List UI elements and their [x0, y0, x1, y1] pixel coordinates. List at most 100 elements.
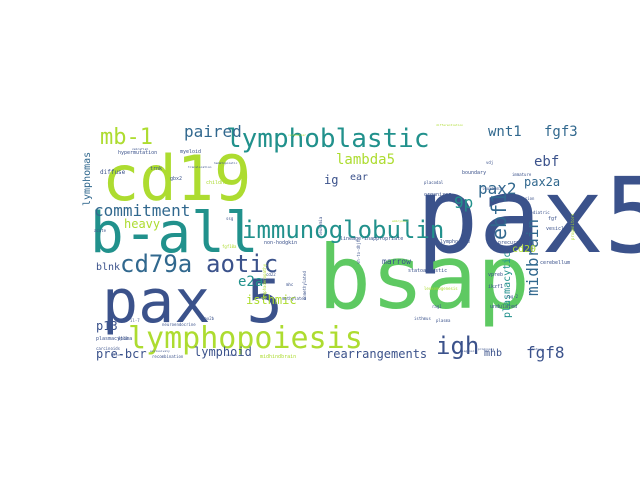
cloud-word: leukemogenesis — [424, 286, 458, 291]
cloud-word: commitment — [94, 201, 190, 220]
cloud-word: ear — [350, 172, 368, 183]
cloud-word: hypermutation — [118, 150, 157, 156]
cloud-word: ebf1 — [487, 192, 511, 240]
cloud-word: isthmic — [246, 293, 297, 307]
cloud-word: 6p13 — [118, 336, 128, 341]
cloud-word: lymphomas — [82, 152, 93, 206]
cloud-word: mb-1 — [100, 125, 153, 150]
cloud-word: bsap — [318, 226, 530, 329]
cloud-word: non-hodgkin — [264, 240, 297, 246]
cloud-word: undulated — [490, 304, 517, 310]
cloud-word: pax2b — [202, 316, 215, 321]
cloud-word: boundary — [462, 170, 486, 176]
cloud-word: lineage-inappropriate — [340, 236, 403, 242]
cloud-word: pre-bcr — [96, 347, 147, 361]
cloud-word: childhood — [206, 180, 233, 186]
cloud-word: mhb — [484, 348, 502, 359]
cloud-word: lymphoblastic — [226, 124, 430, 154]
cloud-word: cerebellar — [288, 133, 306, 137]
cloud-word: immature — [512, 172, 532, 177]
cloud-word: embryonic — [392, 219, 408, 223]
cloud-word: isthmus — [414, 316, 431, 321]
cloud-word: midhindbrain — [260, 354, 296, 360]
cloud-word: fgf10a — [222, 244, 237, 249]
cloud-word: progenitors — [570, 213, 575, 240]
cloud-word: diffuse — [100, 169, 126, 176]
cloud-word: heavy — [124, 217, 160, 231]
cloud-word: wnt1 — [488, 124, 522, 140]
cloud-word: cd20 — [512, 244, 536, 255]
cloud-word: recombination — [152, 354, 184, 359]
cloud-word: fgf3 — [544, 124, 578, 140]
cloud-word: leukemia — [318, 216, 323, 236]
cloud-word: leukaemic — [482, 186, 504, 191]
cloud-word: b-all — [90, 201, 259, 266]
cloud-word: paired — [184, 122, 242, 141]
cloud-word: anemia — [226, 353, 237, 357]
cloud-word: rag-2 — [506, 294, 519, 299]
cloud-word: pax2a — [524, 175, 560, 189]
cloud-word: pax 5 — [102, 267, 283, 337]
cloud-word: marrow — [382, 257, 411, 266]
cloud-word: precursor — [498, 240, 525, 246]
cloud-word: methylated — [282, 296, 307, 301]
cloud-word: cd19 — [102, 142, 251, 215]
cloud-word: plasmacytoma — [96, 336, 132, 342]
cloud-word: fgf8 — [526, 343, 565, 362]
cloud-word: acute — [94, 228, 107, 233]
cloud-word: lymphoid — [194, 345, 252, 359]
cloud-word: neuroendocrine — [162, 322, 196, 327]
cloud-word: e2a — [238, 274, 263, 290]
cloud-word: rag1 — [432, 304, 442, 309]
cloud-word: midbrain — [523, 219, 542, 296]
cloud-word: stroke — [112, 353, 123, 357]
cloud-word: cd22 — [266, 272, 276, 277]
cloud-word: placodal — [424, 180, 444, 185]
cloud-word: cd79a — [120, 250, 192, 278]
cloud-word: statoacoustic — [408, 268, 447, 274]
cloud-word: exclusively — [150, 349, 170, 353]
cloud-word: pediatric — [528, 210, 550, 215]
cloud-word: differentiation — [436, 123, 463, 127]
cloud-word: ssg — [226, 216, 234, 221]
cloud-word: lymphocyte — [440, 239, 470, 245]
cloud-word: mhc — [286, 282, 294, 287]
cloud-word: rearrangements — [326, 347, 427, 361]
word-cloud-background — [95, 117, 581, 367]
cloud-word: diagnosis — [460, 349, 476, 353]
cloud-word: organizer — [424, 192, 451, 198]
cloud-word: carcinoids — [96, 346, 121, 351]
cloud-word: lymphopoiesis — [128, 321, 363, 356]
cloud-word: immunoglobulin — [242, 216, 444, 244]
cloud-word: mature — [532, 347, 543, 351]
cloud-word: aotic — [206, 250, 278, 278]
cloud-word: igh — [436, 332, 479, 360]
cloud-word: p13 — [96, 319, 118, 333]
cloud-word: ikzf1 — [488, 284, 503, 290]
cloud-word: il-7 — [130, 318, 140, 323]
cloud-word: gbx2 — [170, 176, 182, 182]
cloud-word: unmethylated — [302, 271, 307, 300]
cloud-word: pax2 — [478, 179, 517, 198]
cloud-word: plasmacytic — [502, 252, 513, 318]
cloud-word: box — [262, 296, 270, 301]
cloud-word: pax5 — [416, 155, 640, 277]
cloud-word: translocation — [188, 165, 212, 169]
cloud-word: zebrafish — [132, 147, 148, 151]
cloud-word: vpreb — [488, 272, 503, 278]
cloud-word: cerebellum — [540, 260, 570, 266]
cloud-word: trnk — [150, 166, 162, 172]
cloud-word: plasma — [436, 318, 451, 323]
cloud-word: ebf — [534, 154, 559, 170]
cloud-word: blnk — [96, 262, 120, 273]
cloud-word: vh-to-dhjh — [356, 239, 361, 264]
cloud-word: vdj — [486, 160, 493, 165]
cloud-word: fgf — [548, 216, 557, 222]
cloud-word: prognosis — [478, 347, 494, 351]
cloud-word: lymphadenopathy — [262, 263, 267, 300]
cloud-word: myeloid — [180, 149, 201, 155]
cloud-word: fusion — [520, 196, 535, 201]
cloud-word: 9p — [454, 193, 473, 212]
cloud-word: lambda5 — [336, 152, 395, 168]
